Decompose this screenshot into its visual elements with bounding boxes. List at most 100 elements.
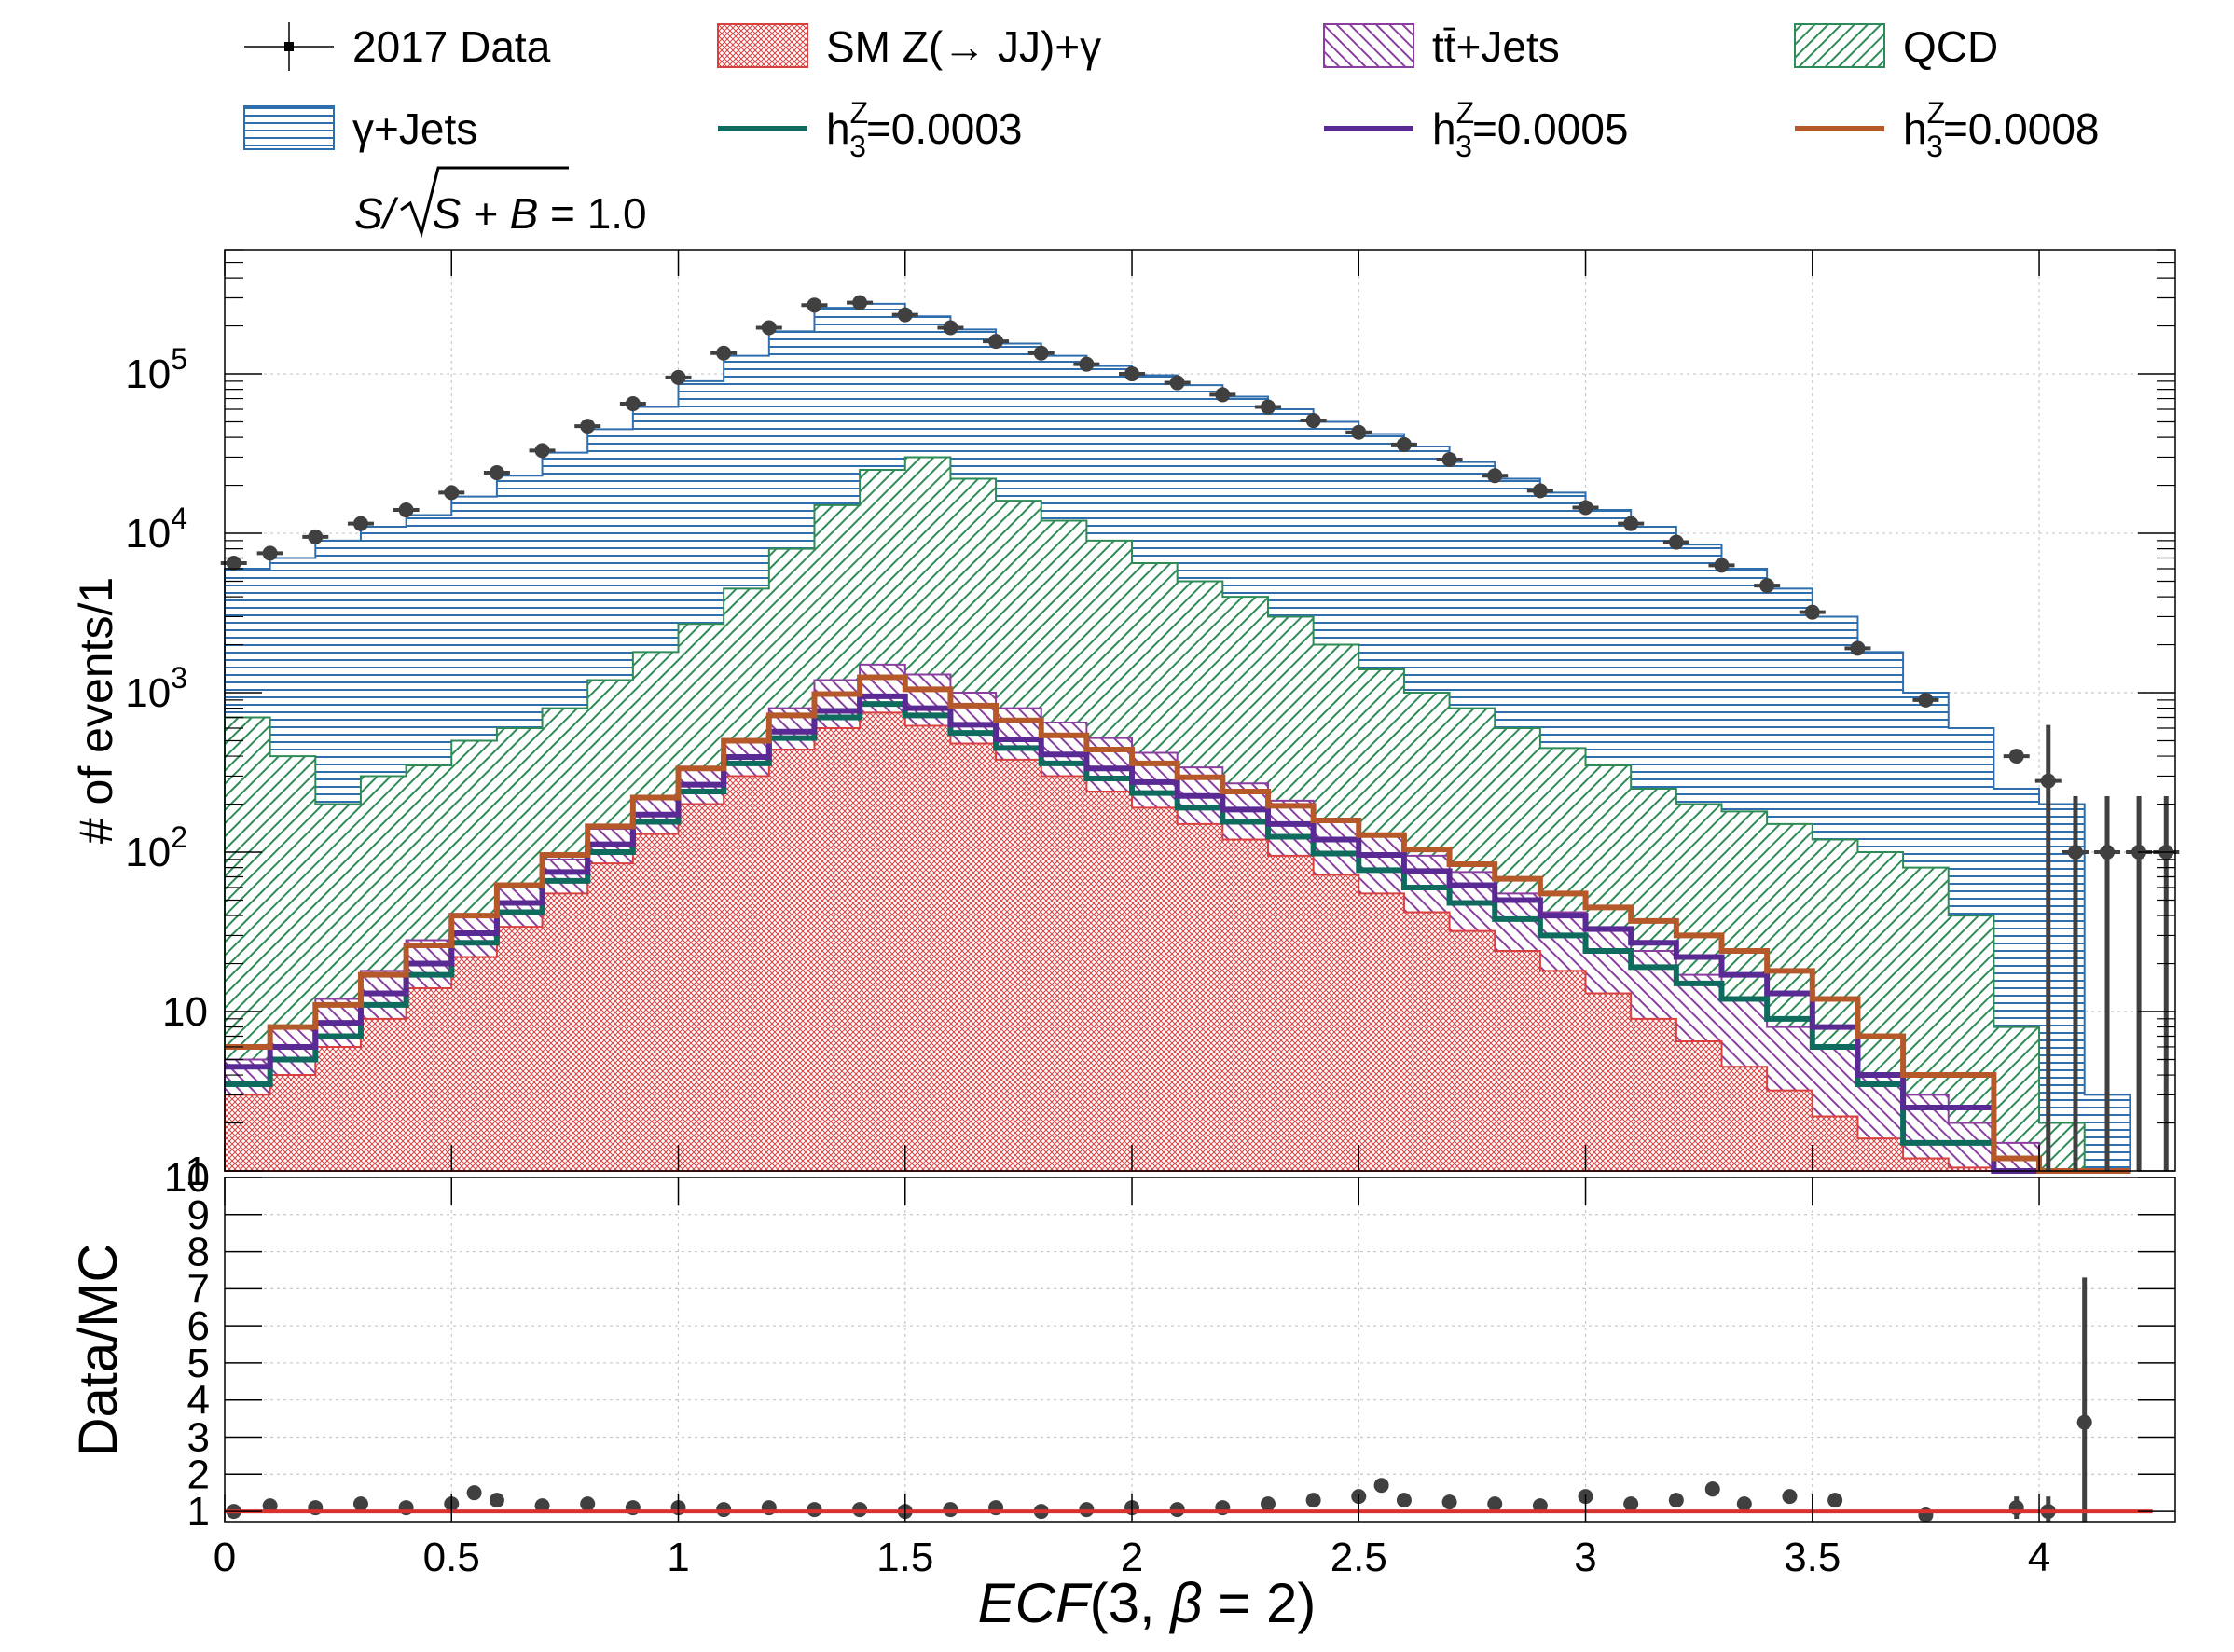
data-point xyxy=(262,545,278,561)
legend-label-sub: 3 xyxy=(1455,130,1472,163)
data-point xyxy=(1804,604,1820,620)
data-point xyxy=(1668,534,1684,550)
ratio-point xyxy=(1623,1496,1639,1512)
legend-swatch xyxy=(1323,23,1414,68)
data-point xyxy=(1124,366,1140,382)
data-point xyxy=(2067,845,2083,860)
ratio-point xyxy=(466,1485,482,1501)
y-tick-label: 105 xyxy=(125,342,187,397)
data-point xyxy=(1759,578,1775,594)
legend-label: QCD xyxy=(1903,22,1998,71)
data-point xyxy=(670,369,686,385)
ratio-point xyxy=(1396,1493,1412,1508)
data-point xyxy=(761,320,777,336)
ratio-point xyxy=(1305,1493,1321,1508)
data-point xyxy=(852,295,868,310)
legend-label: hZ 3=0.0005 xyxy=(1432,96,1629,163)
x-tick-label: 0 xyxy=(214,1535,236,1580)
data-point xyxy=(1215,387,1231,403)
x-axis-label-rest: = 2) xyxy=(1203,1572,1317,1634)
data-point xyxy=(1441,451,1457,467)
data-point xyxy=(308,529,324,544)
x-tick-label: 0.5 xyxy=(423,1535,480,1580)
ratio-point xyxy=(1260,1496,1276,1512)
data-point xyxy=(807,297,822,313)
data-point xyxy=(489,465,504,481)
data-point xyxy=(716,345,732,361)
ratio-point xyxy=(580,1496,596,1512)
x-axis-label-func: ECF xyxy=(978,1572,1093,1634)
ratio-y-tick-label: 7 xyxy=(187,1266,210,1312)
x-tick-label: 2.5 xyxy=(1331,1535,1387,1580)
ratio-y-tick-label: 6 xyxy=(187,1303,210,1349)
y-tick-exponent: 3 xyxy=(171,661,187,695)
legend-swatch xyxy=(717,23,808,68)
legend-label-value: =0.0005 xyxy=(1472,104,1629,153)
data-point xyxy=(625,396,641,412)
data-point xyxy=(1850,640,1866,656)
legend-label: hZ 3=0.0003 xyxy=(826,96,1023,163)
ratio-y-tick-label: 10 xyxy=(164,1155,210,1201)
y-tick-label: 104 xyxy=(125,502,187,557)
ratio-point xyxy=(1373,1478,1389,1494)
annotation-prefix: S/ xyxy=(354,189,399,238)
data-point xyxy=(943,320,958,336)
data-point xyxy=(2040,773,2056,789)
data-point xyxy=(1396,436,1412,452)
x-tick-label: 3.5 xyxy=(1784,1535,1841,1580)
legend-label-base: h xyxy=(1432,104,1456,153)
legend-swatch xyxy=(284,42,294,51)
ratio-point xyxy=(489,1493,504,1508)
y-tick-label: 102 xyxy=(125,820,187,875)
ratio-y-tick-label: 3 xyxy=(187,1414,210,1460)
data-point xyxy=(1305,413,1321,429)
data-point xyxy=(897,307,913,323)
legend-label-sub: 3 xyxy=(1926,130,1943,163)
y-tick-label: 1 xyxy=(186,1149,208,1194)
data-point xyxy=(1578,500,1593,516)
x-tick-label: 2 xyxy=(1121,1535,1143,1580)
ratio-point xyxy=(1704,1481,1720,1497)
sqrt-symbol xyxy=(400,166,569,238)
x-tick-label: 4 xyxy=(2028,1535,2050,1580)
ratio-y-tick-label: 2 xyxy=(187,1452,210,1497)
data-point xyxy=(2008,749,2024,764)
data-point xyxy=(352,516,368,531)
ratio-point xyxy=(1782,1489,1798,1505)
legend-label: hZ 3=0.0008 xyxy=(1903,96,2100,163)
ratio-y-tick-label: 5 xyxy=(187,1341,210,1386)
data-point xyxy=(580,419,596,434)
main-y-axis-label: # of events/1 xyxy=(70,577,122,844)
data-point xyxy=(988,334,1004,350)
ratio-y-tick-label: 4 xyxy=(187,1378,210,1424)
data-point xyxy=(1714,558,1730,573)
main-plot-area: 1 10 102 103 104 105 # of events/1 xyxy=(70,249,2180,1194)
x-tick-label: 3 xyxy=(1574,1535,1596,1580)
ratio-y-tick-label: 1 xyxy=(187,1489,210,1535)
y-tick-exponent: 5 xyxy=(171,342,187,376)
annotation-radicand: S + B xyxy=(432,189,538,238)
data-point xyxy=(226,556,241,571)
ratio-y-axis-label: Data/MC xyxy=(68,1244,129,1457)
series-5-line xyxy=(225,693,2131,1174)
data-point xyxy=(1260,399,1276,415)
ratio-point xyxy=(1827,1493,1843,1508)
ratio-point xyxy=(2076,1414,2092,1430)
data-point xyxy=(1532,483,1548,499)
series-6-line xyxy=(225,674,2131,1174)
data-point xyxy=(534,443,550,459)
y-tick-label: 10 xyxy=(162,989,208,1035)
legend-label-base: h xyxy=(826,104,850,153)
x-axis-label-args: (3, xyxy=(1090,1572,1171,1634)
legend-label-sup: Z xyxy=(1927,96,1946,130)
data-point xyxy=(1623,516,1639,531)
ratio-y-tick-label: 9 xyxy=(187,1192,210,1238)
legend-label: SM Z(→ JJ)+γ xyxy=(826,22,1101,71)
data-point xyxy=(1351,424,1367,440)
ratio-point xyxy=(352,1496,368,1512)
data-point xyxy=(398,502,414,518)
legend-label-sup: Z xyxy=(850,96,869,130)
series-3-histogram xyxy=(224,711,2131,1172)
